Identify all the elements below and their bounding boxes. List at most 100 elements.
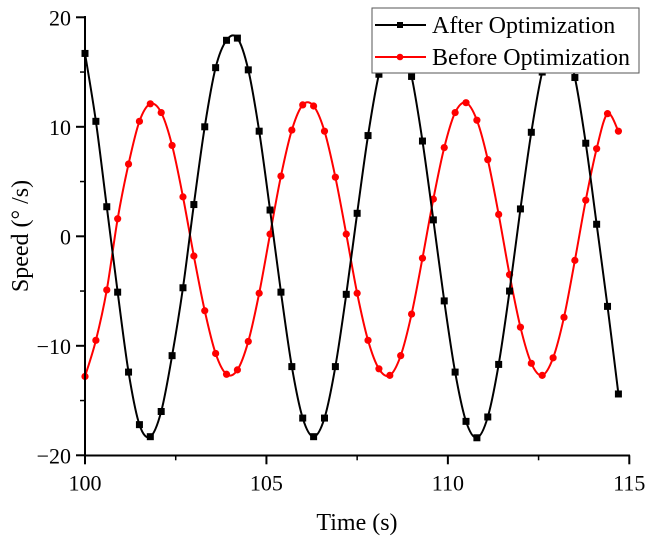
data-point-before-optimization <box>135 117 144 125</box>
y-tick-label: −10 <box>37 334 71 359</box>
data-point-after-optimization <box>408 72 416 80</box>
legend-swatch-before-marker <box>396 53 404 61</box>
data-point-before-optimization <box>299 101 307 109</box>
data-point-after-optimization <box>353 209 361 217</box>
data-point-before-optimization <box>201 307 209 315</box>
data-point-before-optimization <box>538 371 546 379</box>
data-point-before-optimization <box>473 116 481 124</box>
legend-label-after: After Optimization <box>432 13 615 39</box>
data-point-after-optimization <box>473 434 481 442</box>
data-point-after-optimization <box>103 203 111 211</box>
x-ticks: 100 105 110 115 <box>69 455 645 495</box>
data-point-before-optimization <box>233 366 242 374</box>
data-point-before-optimization <box>114 215 122 223</box>
data-point-before-optimization <box>92 336 100 344</box>
data-point-after-optimization <box>604 302 612 310</box>
data-point-after-optimization <box>527 128 535 136</box>
data-point-before-optimization <box>168 141 176 150</box>
data-point-after-optimization <box>146 433 154 441</box>
data-point-before-optimization <box>516 323 525 331</box>
series-layer <box>81 34 623 442</box>
y-tick-label: −20 <box>37 443 71 468</box>
data-point-before-optimization <box>397 352 405 360</box>
data-point-after-optimization <box>429 216 437 224</box>
data-point-before-optimization <box>331 173 339 181</box>
data-point-before-optimization <box>440 144 448 152</box>
data-point-before-optimization <box>212 349 220 358</box>
data-point-after-optimization <box>201 123 209 131</box>
data-point-after-optimization <box>244 66 252 74</box>
data-point-after-optimization <box>135 421 143 429</box>
data-point-after-optimization <box>299 414 307 422</box>
data-point-before-optimization <box>451 108 459 117</box>
x-tick-label: 100 <box>69 470 102 495</box>
data-point-before-optimization <box>527 359 535 367</box>
data-point-after-optimization <box>212 64 220 72</box>
y-tick-label: 20 <box>49 5 71 30</box>
data-point-after-optimization <box>495 360 503 368</box>
data-point-after-optimization <box>255 127 263 135</box>
data-point-before-optimization <box>266 230 274 238</box>
data-point-before-optimization <box>549 354 557 362</box>
data-point-before-optimization <box>277 172 285 180</box>
series-line-after-optimization <box>84 34 620 439</box>
data-point-after-optimization <box>516 205 524 213</box>
data-point-after-optimization <box>571 74 579 82</box>
data-point-after-optimization <box>168 352 176 360</box>
data-point-after-optimization <box>614 390 622 398</box>
data-point-after-optimization <box>320 414 328 422</box>
legend: After Optimization Before Optimization <box>371 7 640 74</box>
data-point-after-optimization <box>157 408 165 415</box>
data-point-after-optimization <box>277 288 285 296</box>
data-point-after-optimization <box>179 284 187 292</box>
legend-swatch-after-marker <box>397 22 403 28</box>
data-point-after-optimization <box>114 288 122 296</box>
data-point-before-optimization <box>222 370 231 378</box>
data-point-after-optimization <box>233 34 241 42</box>
x-tick-label: 115 <box>613 470 645 495</box>
data-point-before-optimization <box>157 108 165 117</box>
data-point-after-optimization <box>288 363 296 371</box>
data-point-after-optimization <box>266 206 274 214</box>
data-point-before-optimization <box>582 196 590 204</box>
data-point-after-optimization <box>310 433 318 441</box>
data-point-before-optimization <box>320 127 329 135</box>
x-tick-label: 105 <box>250 470 283 495</box>
data-point-before-optimization <box>593 145 601 153</box>
legend-label-before: Before Optimization <box>432 45 630 71</box>
data-point-after-optimization <box>451 368 459 376</box>
data-point-before-optimization <box>288 126 296 134</box>
data-point-before-optimization <box>190 252 198 260</box>
data-point-after-optimization <box>484 413 492 421</box>
legend-item-after-optimization: After Optimization <box>375 13 615 39</box>
legend-item-before-optimization: Before Optimization <box>375 45 630 71</box>
y-tick-label: 0 <box>60 224 71 249</box>
data-point-before-optimization <box>146 100 154 108</box>
data-point-after-optimization <box>125 368 133 376</box>
plot-area <box>81 34 623 442</box>
data-point-before-optimization <box>375 365 383 373</box>
y-tick-label: 10 <box>49 115 71 140</box>
data-point-before-optimization <box>560 313 568 321</box>
data-point-before-optimization <box>353 289 361 297</box>
data-point-before-optimization <box>124 160 133 168</box>
data-point-before-optimization <box>179 193 187 201</box>
data-point-after-optimization <box>506 287 514 295</box>
data-point-after-optimization <box>223 36 231 44</box>
data-point-before-optimization <box>244 337 252 346</box>
data-point-before-optimization <box>484 156 492 164</box>
data-point-after-optimization <box>331 363 339 371</box>
x-axis-title: Time (s) <box>316 510 397 536</box>
data-point-before-optimization <box>614 127 623 135</box>
data-point-after-optimization <box>342 290 350 298</box>
legend-box <box>371 7 640 74</box>
data-point-after-optimization <box>593 220 601 228</box>
y-ticks: −20 −10 0 10 20 <box>37 5 85 468</box>
series-after-optimization <box>81 34 622 442</box>
data-point-before-optimization <box>103 286 111 294</box>
data-point-before-optimization <box>342 230 350 238</box>
data-point-after-optimization <box>364 132 372 140</box>
y-axis-title: Speed (° /s) <box>8 180 34 292</box>
data-point-after-optimization <box>92 117 100 125</box>
data-point-after-optimization <box>190 201 198 209</box>
